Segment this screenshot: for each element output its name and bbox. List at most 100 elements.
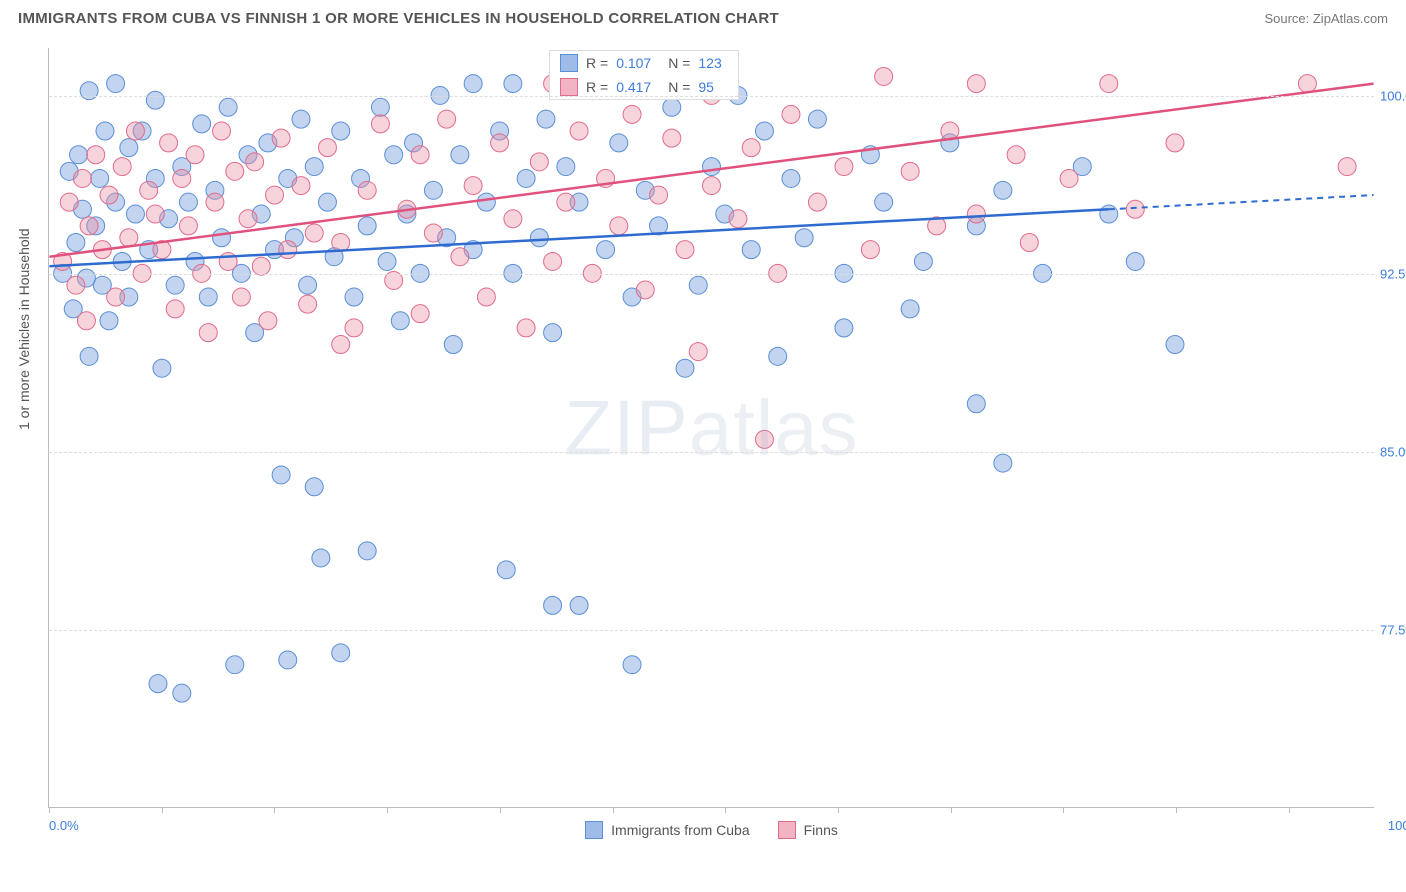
scatter-point xyxy=(517,169,535,187)
scatter-point xyxy=(544,596,562,614)
gridline xyxy=(49,630,1374,631)
scatter-point xyxy=(914,252,932,270)
legend-label: Immigrants from Cuba xyxy=(611,822,749,838)
scatter-point xyxy=(239,210,257,228)
scatter-point xyxy=(967,75,985,93)
scatter-point xyxy=(742,139,760,157)
scatter-point xyxy=(623,105,641,123)
gridline xyxy=(49,452,1374,453)
scatter-point xyxy=(835,319,853,337)
stat-value-r: 0.107 xyxy=(616,55,660,71)
legend-swatch xyxy=(585,821,603,839)
scatter-point xyxy=(444,335,462,353)
scatter-point xyxy=(835,158,853,176)
legend-swatch xyxy=(560,54,578,72)
legend-stats-row: R =0.107N =123 xyxy=(550,51,738,75)
scatter-point xyxy=(570,596,588,614)
scatter-point xyxy=(497,561,515,579)
gridline xyxy=(49,96,1374,97)
scatter-point xyxy=(272,129,290,147)
scatter-point xyxy=(87,146,105,164)
scatter-point xyxy=(438,110,456,128)
scatter-point xyxy=(742,241,760,259)
scatter-point xyxy=(1126,252,1144,270)
scatter-point xyxy=(1007,146,1025,164)
scatter-point xyxy=(166,276,184,294)
source-attribution: Source: ZipAtlas.com xyxy=(1264,11,1388,26)
stat-value-r: 0.417 xyxy=(616,79,660,95)
x-tick-mark xyxy=(838,807,839,813)
legend-bottom: Immigrants from CubaFinns xyxy=(49,821,1374,839)
scatter-point xyxy=(299,276,317,294)
scatter-point xyxy=(875,67,893,85)
scatter-point xyxy=(345,319,363,337)
scatter-point xyxy=(544,324,562,342)
scatter-point xyxy=(266,186,284,204)
chart-plot-area: ZIPatlas R =0.107N =123R =0.417N =95 0.0… xyxy=(48,48,1374,808)
x-tick-mark xyxy=(1063,807,1064,813)
scatter-point xyxy=(623,656,641,674)
x-tick-mark xyxy=(613,807,614,813)
x-axis-label-max: 100.0% xyxy=(1388,818,1406,833)
scatter-point xyxy=(206,193,224,211)
scatter-point xyxy=(153,359,171,377)
y-tick-label: 77.5% xyxy=(1380,622,1406,637)
scatter-point xyxy=(96,122,114,140)
scatter-point xyxy=(491,134,509,152)
scatter-point xyxy=(650,186,668,204)
scatter-point xyxy=(504,210,522,228)
scatter-point xyxy=(318,193,336,211)
scatter-point xyxy=(80,82,98,100)
gridline xyxy=(49,274,1374,275)
scatter-point xyxy=(146,205,164,223)
scatter-point xyxy=(73,169,91,187)
chart-title: IMMIGRANTS FROM CUBA VS FINNISH 1 OR MOR… xyxy=(18,10,779,27)
scatter-point xyxy=(67,276,85,294)
scatter-point xyxy=(676,241,694,259)
scatter-point xyxy=(703,158,721,176)
scatter-point xyxy=(1020,234,1038,252)
scatter-point xyxy=(1100,205,1118,223)
scatter-point xyxy=(464,75,482,93)
scatter-point xyxy=(358,181,376,199)
scatter-point xyxy=(332,335,350,353)
scatter-point xyxy=(246,153,264,171)
scatter-point xyxy=(1166,134,1184,152)
scatter-point xyxy=(120,139,138,157)
scatter-point xyxy=(504,75,522,93)
stat-label-n: N = xyxy=(668,79,690,95)
scatter-point xyxy=(279,651,297,669)
scatter-point xyxy=(424,224,442,242)
scatter-point xyxy=(755,430,773,448)
scatter-point xyxy=(279,241,297,259)
scatter-point xyxy=(70,146,88,164)
scatter-point xyxy=(332,234,350,252)
scatter-point xyxy=(232,288,250,306)
scatter-point xyxy=(179,193,197,211)
scatter-point xyxy=(160,134,178,152)
scatter-point xyxy=(782,169,800,187)
scatter-point xyxy=(299,295,317,313)
scatter-point xyxy=(808,193,826,211)
scatter-point xyxy=(689,343,707,361)
scatter-point xyxy=(199,288,217,306)
scatter-point xyxy=(378,252,396,270)
scatter-point xyxy=(477,193,495,211)
scatter-point xyxy=(994,181,1012,199)
scatter-point xyxy=(663,129,681,147)
scatter-point xyxy=(1126,200,1144,218)
scatter-point xyxy=(312,549,330,567)
scatter-point xyxy=(140,181,158,199)
scatter-point xyxy=(729,210,747,228)
scatter-point xyxy=(120,229,138,247)
scatter-point xyxy=(107,288,125,306)
scatter-point xyxy=(358,217,376,235)
scatter-point xyxy=(146,91,164,109)
x-tick-mark xyxy=(951,807,952,813)
stat-value-n: 95 xyxy=(698,79,728,95)
scatter-point xyxy=(477,288,495,306)
scatter-point xyxy=(755,122,773,140)
scatter-point xyxy=(126,122,144,140)
x-tick-mark xyxy=(274,807,275,813)
scatter-point xyxy=(530,229,548,247)
